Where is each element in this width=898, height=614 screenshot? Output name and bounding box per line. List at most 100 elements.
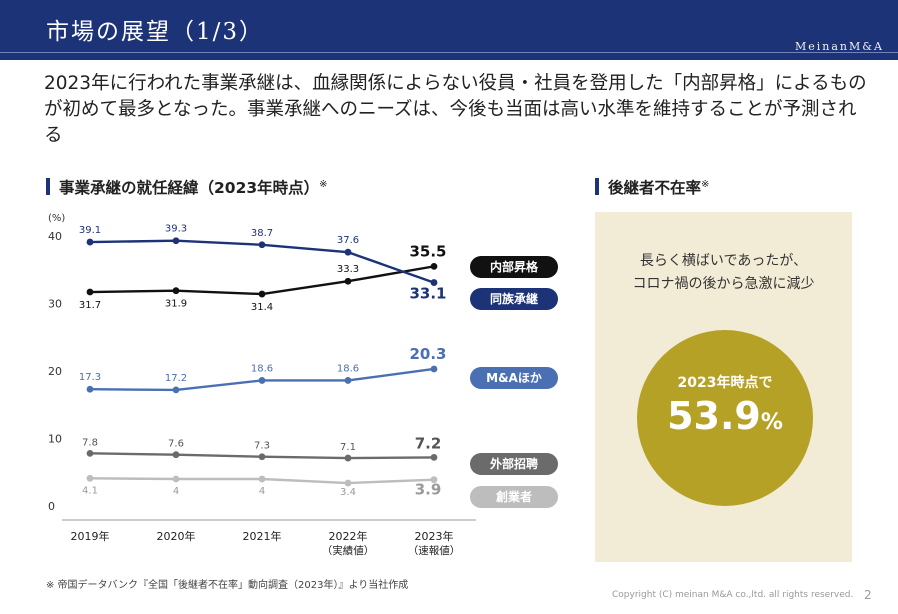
vacancy-rate-circle: 2023年時点で 53.9% (637, 330, 813, 506)
y-tick-label: 40 (48, 230, 62, 243)
data-label: 7.2 (415, 434, 442, 452)
rate-section-title-text: 後継者不在率 (608, 179, 702, 197)
data-label: 18.6 (337, 363, 359, 374)
section-bar-marker (595, 178, 599, 195)
page-title: 市場の展望（1/3） (46, 19, 265, 45)
data-point (430, 279, 438, 286)
data-label: 37.6 (337, 235, 359, 246)
legend-pill (470, 256, 558, 278)
y-tick-label: 30 (48, 298, 62, 311)
legend-pill (470, 367, 558, 389)
data-label: 4.1 (82, 485, 98, 496)
data-label: 39.1 (79, 225, 101, 236)
data-point (86, 288, 94, 296)
data-point (344, 479, 352, 487)
data-point (344, 377, 352, 384)
y-tick-label: 0 (48, 500, 55, 513)
data-point (86, 238, 94, 246)
section-bar-marker (46, 178, 50, 195)
data-point (430, 476, 438, 484)
chart-section-title-text: 事業承継の就任経緯（2023年時点） (59, 179, 320, 197)
x-tick-label: 2023年 (415, 529, 454, 543)
data-label: 18.6 (251, 363, 273, 374)
data-point (258, 241, 266, 249)
data-point (258, 453, 266, 461)
y-axis-unit: (%) (48, 213, 65, 224)
data-point (430, 262, 438, 270)
vacancy-note: 長らく横ばいであったが、 コロナ禍の後から急激に減少 (595, 250, 852, 296)
data-label: 31.9 (165, 299, 187, 310)
legend-label: M&Aほか (486, 371, 542, 385)
vacancy-rate-number: 53.9 (667, 394, 761, 438)
chart-section-title: 事業承継の就任経緯（2023年時点）※ (46, 176, 328, 198)
data-point (258, 377, 266, 384)
data-point (86, 449, 94, 457)
y-tick-label: 10 (48, 433, 62, 446)
rate-section-note-mark: ※ (701, 178, 710, 190)
series-line-0 (89, 265, 435, 296)
data-label: 4 (259, 486, 265, 497)
x-tick-sublabel: （実績値） (322, 544, 375, 557)
data-point (430, 454, 438, 461)
y-tick-label: 20 (48, 365, 62, 378)
data-label: 38.7 (251, 228, 273, 239)
data-point (172, 451, 180, 459)
data-label: 3.4 (340, 487, 356, 498)
data-point (344, 277, 352, 285)
vacancy-note-line1: 長らく横ばいであったが、 (639, 253, 808, 269)
data-point (172, 237, 180, 245)
data-label: 31.7 (79, 300, 101, 311)
brand-logo-text: MeinanM&A (794, 40, 884, 53)
copyright-text: Copyright (C) meinan M&A co.,ltd. all ri… (612, 590, 854, 600)
vacancy-note-line2: コロナ禍の後から急激に減少 (632, 276, 815, 292)
page-number: 2 (864, 588, 872, 602)
data-label: 31.4 (251, 302, 273, 313)
data-point (172, 386, 180, 394)
data-point (86, 474, 94, 482)
legend-label: 外部招聘 (490, 456, 538, 471)
x-tick-label: 2020年 (157, 529, 196, 543)
vacancy-rate-unit: % (760, 410, 783, 435)
data-point (172, 287, 180, 295)
chart-section-note-mark: ※ (319, 178, 328, 190)
lead-text: 2023年に行われた事業承継は、血縁関係によらない役員・社員を登用した「内部昇格… (44, 73, 867, 146)
data-point (344, 248, 352, 256)
vacancy-rate-value: 53.9% (637, 394, 813, 438)
x-tick-label: 2021年 (243, 529, 282, 543)
data-label: 17.2 (165, 373, 187, 384)
legend-pill (470, 486, 558, 508)
data-point (86, 385, 94, 393)
legend-label: 内部昇格 (490, 259, 539, 274)
rate-section-title: 後継者不在率※ (595, 176, 709, 198)
data-label: 17.3 (79, 372, 101, 383)
legend-pill (470, 288, 558, 310)
legend-label: 同族承継 (490, 291, 538, 306)
legend-label: 創業者 (495, 489, 532, 504)
data-point (258, 290, 266, 298)
data-point (430, 365, 438, 373)
data-label: 7.8 (82, 437, 98, 448)
legend-pill (470, 453, 558, 475)
data-label: 20.3 (409, 345, 446, 363)
data-label: 3.9 (415, 481, 442, 499)
data-label: 7.6 (168, 439, 184, 450)
header-bar: 市場の展望（1/3） MeinanM&A (0, 0, 898, 60)
data-point (258, 475, 266, 483)
x-tick-label: 2019年 (71, 529, 110, 543)
x-tick-label: 2022年 (329, 529, 368, 543)
vacancy-rate-label: 2023年時点で (677, 375, 773, 391)
data-point (172, 475, 180, 483)
data-label: 7.1 (340, 442, 356, 453)
header-rule (0, 52, 898, 53)
data-label: 4 (173, 486, 179, 497)
x-tick-sublabel: （速報値） (408, 544, 461, 557)
data-point (344, 454, 352, 462)
data-label: 33.1 (409, 285, 446, 303)
succession-line-chart: (%) 0 10 20 30 40 2019年 2020年 2021年 2022年（実績値） 202… (48, 213, 558, 557)
source-note: ※ 帝国データバンク『全国「後継者不在率」動向調査（2023年）』より当社作成 (46, 580, 409, 591)
data-label: 39.3 (165, 224, 187, 235)
data-label: 7.3 (254, 441, 270, 452)
data-label: 33.3 (337, 264, 359, 275)
data-label: 35.5 (409, 242, 446, 260)
vacancy-rate-panel: 長らく横ばいであったが、 コロナ禍の後から急激に減少 2023年時点で 53.9… (595, 212, 852, 562)
